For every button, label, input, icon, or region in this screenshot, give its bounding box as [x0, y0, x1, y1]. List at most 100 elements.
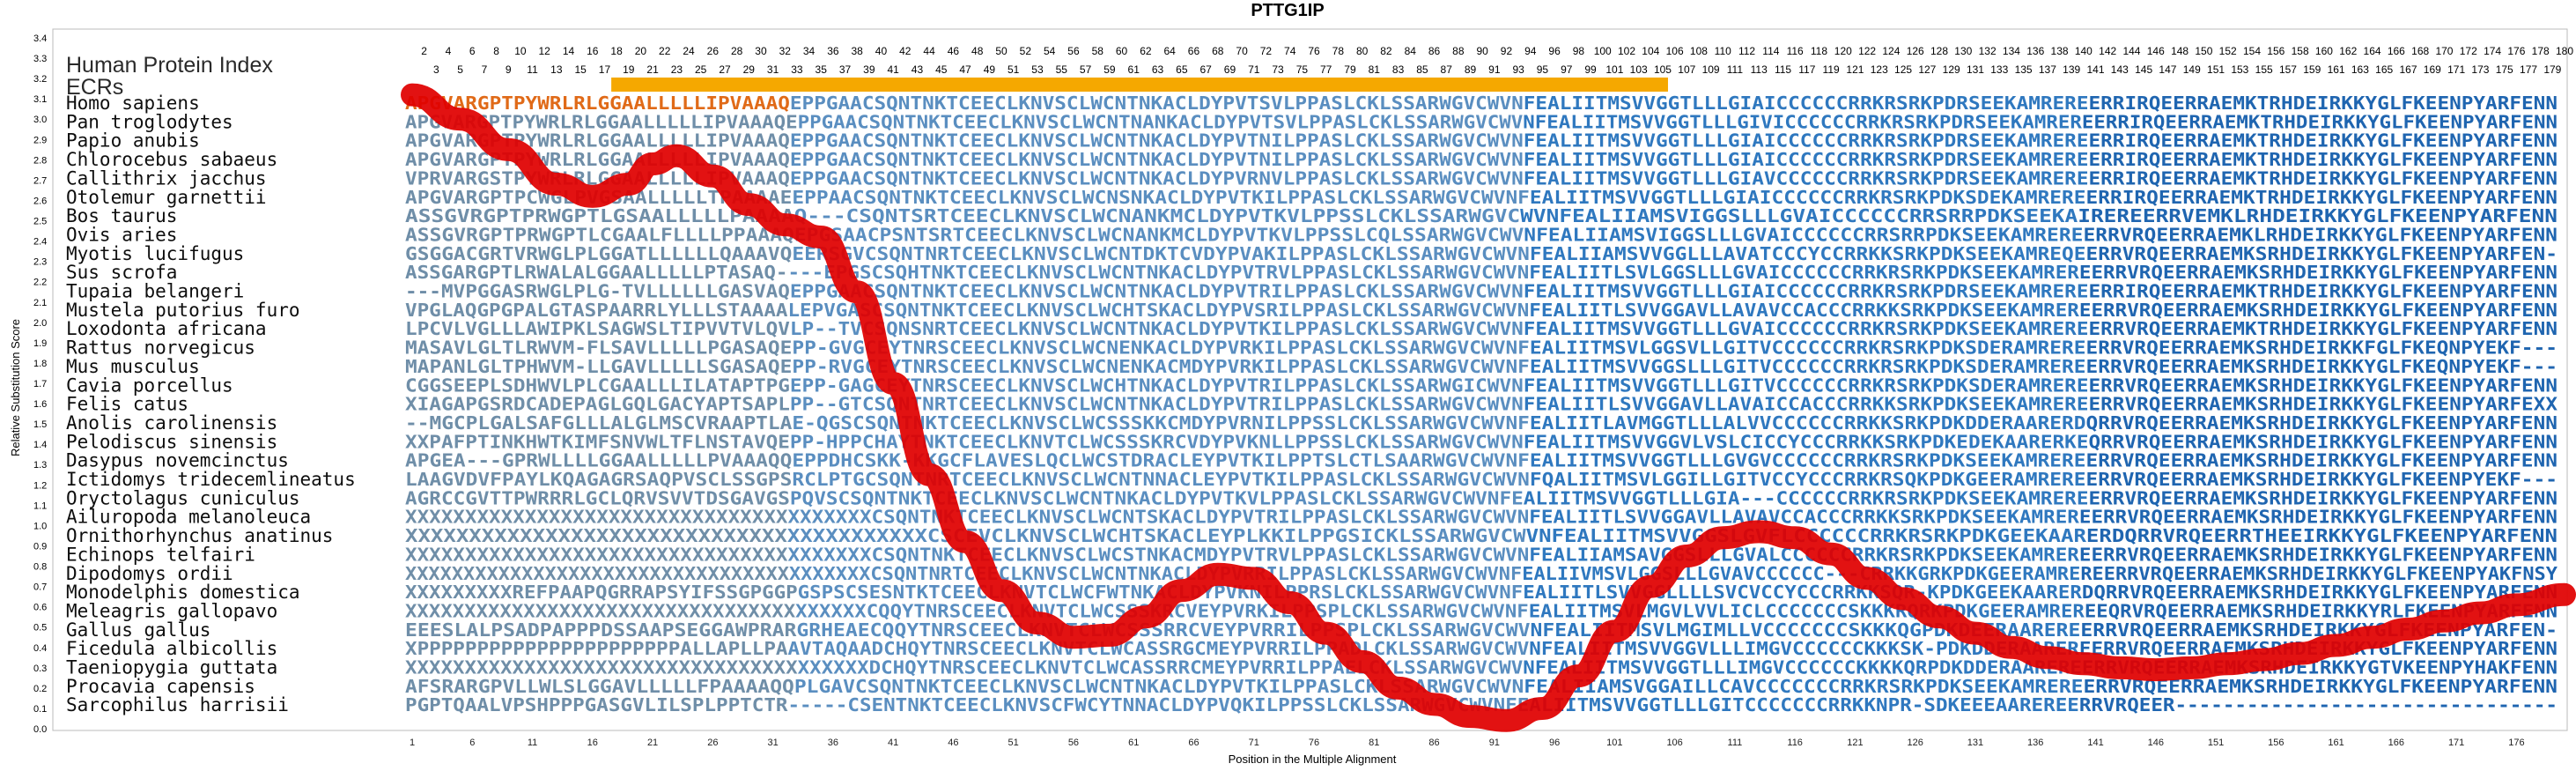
- protein-index-label: 103: [1630, 63, 1648, 76]
- protein-index-label: 71: [1248, 63, 1260, 76]
- x-tick-label: 26: [707, 738, 718, 748]
- y-tick-label: 0.9: [33, 541, 47, 552]
- x-tick-label: 66: [1188, 738, 1199, 748]
- y-tick-label: 3.3: [33, 54, 47, 64]
- chart-title: PTTG1IP: [1251, 1, 1324, 20]
- protein-index-bottom-row: 3 5 7 9 11 13 15 17 19 21 23 25 27 29 31 33 35 37 39 41 43 45…: [433, 63, 2562, 76]
- protein-index-label: 122: [1858, 45, 1876, 57]
- protein-index-label: 166: [2388, 45, 2405, 57]
- x-ticks: 1 6 11 16 21 26 31 36 41 46 51 56 61 66 71 76 81 86 91 96 10…: [410, 738, 2525, 748]
- protein-index-label: 132: [1979, 45, 1997, 57]
- x-tick-label: 111: [1728, 738, 1743, 748]
- x-tick-label: 1: [410, 738, 415, 748]
- protein-index-label: 143: [2111, 63, 2129, 76]
- species-label: Monodelphis domestica: [66, 582, 300, 603]
- protein-index-label: 85: [1416, 63, 1428, 76]
- y-tick-label: 0.0: [33, 724, 47, 735]
- protein-index-label: 70: [1236, 45, 1248, 57]
- x-tick-label: 176: [2508, 738, 2524, 748]
- y-ticks: 0.0 0.1 0.2 0.3 0.4 0.5 0.6 0.7 0.8 0.9 1.0 1.1 1.2 1…: [33, 33, 47, 735]
- protein-index-label: 129: [1943, 63, 1960, 76]
- y-tick-label: 2.8: [33, 155, 47, 166]
- protein-index-label: 61: [1128, 63, 1140, 76]
- protein-index-label: 60: [1116, 45, 1128, 57]
- protein-index-label: 31: [767, 63, 779, 76]
- protein-index-label: 80: [1356, 45, 1369, 57]
- protein-index-label: 53: [1031, 63, 1044, 76]
- protein-index-label: 57: [1080, 63, 1092, 76]
- protein-index-label: 139: [2063, 63, 2080, 76]
- protein-index-label: 91: [1488, 63, 1501, 76]
- protein-index-label: 117: [1798, 63, 1815, 76]
- protein-index-label: 161: [2328, 63, 2345, 76]
- species-label: Ovis aries: [66, 224, 177, 245]
- x-tick-label: 126: [1908, 738, 1923, 748]
- protein-index-label: 24: [683, 45, 695, 57]
- protein-index-label: 34: [803, 45, 816, 57]
- protein-index-label: 178: [2532, 45, 2550, 57]
- protein-index-top-row: 2 4 6 8 10 12 14 16 18 20 22 24 26 28 30 32 34 36 38 40 42 44…: [421, 45, 2573, 57]
- x-tick-label: 141: [2087, 738, 2103, 748]
- species-label: Tupaia belangeri: [66, 281, 244, 302]
- protein-index-label: 160: [2315, 45, 2333, 57]
- sequence-row: VPRVARGSTPYWRLRLGGAALLLLLIPVAAAQ EPPGAACS…: [405, 167, 2558, 189]
- protein-index-label: 110: [1715, 45, 1731, 57]
- y-tick-label: 0.3: [33, 664, 47, 674]
- y-tick-label: 2.3: [33, 257, 47, 268]
- sequence-row: VPGLAQGPGPALGTASPAARRLYLLLSTAAAA LEPVGASC…: [405, 300, 2558, 321]
- y-tick-label: 1.3: [33, 460, 47, 471]
- y-tick-label: 1.8: [33, 359, 47, 369]
- x-tick-label: 31: [767, 738, 778, 748]
- protein-index-label: 154: [2243, 45, 2261, 57]
- y-tick-label: 3.4: [33, 33, 47, 44]
- protein-index-label: 38: [852, 45, 864, 57]
- protein-index-label: 64: [1163, 45, 1176, 57]
- protein-index-label: 167: [2399, 63, 2417, 76]
- protein-index-label: 131: [1967, 63, 1984, 76]
- protein-index-label: 94: [1524, 45, 1537, 57]
- protein-index-label: 142: [2099, 45, 2116, 57]
- y-tick-label: 0.2: [33, 684, 47, 694]
- y-tick-label: 1.7: [33, 379, 47, 389]
- y-tick-label: 2.5: [33, 217, 47, 227]
- protein-index-label: 140: [2075, 45, 2093, 57]
- protein-index-label: 26: [707, 45, 720, 57]
- protein-index-label: 52: [1020, 45, 1032, 57]
- protein-index-label: 62: [1140, 45, 1152, 57]
- x-tick-label: 71: [1249, 738, 1259, 748]
- protein-index-label: 116: [1787, 45, 1804, 57]
- x-tick-label: 86: [1428, 738, 1439, 748]
- protein-index-label: 114: [1762, 45, 1779, 57]
- protein-index-label: 43: [912, 63, 924, 76]
- ecrs-label: ECRs: [66, 75, 123, 100]
- y-tick-label: 1.2: [33, 480, 47, 491]
- sequence-row: MASAVLGLTLRWVM-FLSAVLLLLLPGASAQE PP-GVGCE…: [405, 337, 2558, 359]
- protein-index-label: 168: [2411, 45, 2429, 57]
- protein-index-label: 134: [2003, 45, 2020, 57]
- y-tick-label: 0.4: [33, 643, 47, 654]
- protein-index-label: 39: [863, 63, 875, 76]
- human-protein-index-label: Human Protein Index: [66, 53, 273, 78]
- x-tick-label: 16: [587, 738, 598, 748]
- species-label: Pelodiscus sinensis: [66, 431, 277, 452]
- y-tick-label: 1.4: [33, 440, 47, 450]
- species-label: Ailuropoda melanoleuca: [66, 507, 311, 528]
- protein-index-label: 87: [1441, 63, 1453, 76]
- sequence-row: GSGGACGRTVRWGLPLGGATLLLLLLQAAAVQ EERSGVCS…: [405, 243, 2558, 264]
- y-tick-label: 2.9: [33, 135, 47, 145]
- protein-index-label: 125: [1894, 63, 1912, 76]
- protein-index-label: 11: [527, 63, 538, 76]
- protein-index-label: 171: [2447, 63, 2465, 76]
- protein-index-label: 17: [599, 63, 611, 76]
- protein-index-label: 176: [2507, 45, 2525, 57]
- x-tick-label: 81: [1369, 738, 1379, 748]
- species-label: Myotis lucifugus: [66, 243, 244, 264]
- sequence-row: ---MVPGGASRWGLPLG-TVLLLLLLGASVAQ EPPGAACS…: [405, 281, 2558, 302]
- sequence-row: ASSGVRGPTPRWGPTLGSAALLLLLPAAAA Q---CSQNTS…: [405, 205, 2558, 226]
- protein-index-label: 74: [1284, 45, 1296, 57]
- species-label: Pan troglodytes: [66, 111, 233, 132]
- protein-index-label: 67: [1199, 63, 1212, 76]
- protein-index-label: 8: [493, 45, 499, 57]
